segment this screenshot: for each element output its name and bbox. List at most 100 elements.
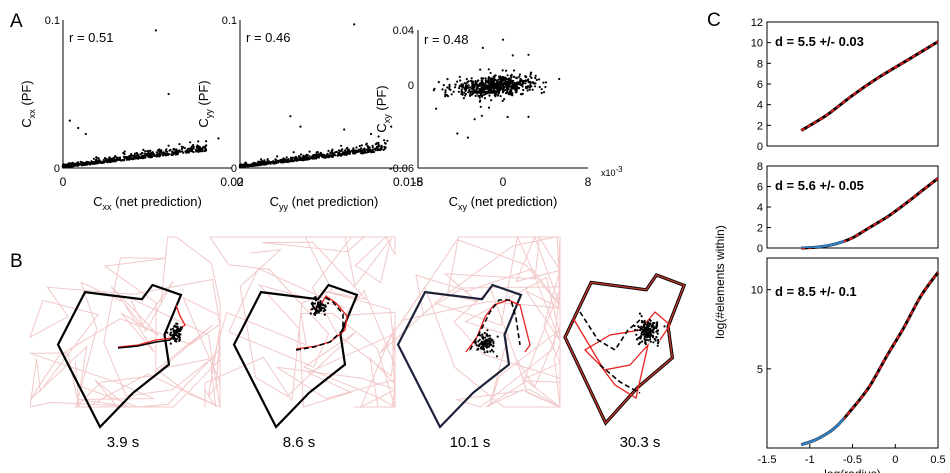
- fit-line: [800, 40, 939, 132]
- data-point: [481, 46, 484, 50]
- data-point: [176, 149, 179, 153]
- data-point: [527, 53, 530, 56]
- data-point: [166, 150, 169, 153]
- label-main: C: [196, 118, 211, 127]
- data-point: [175, 152, 178, 156]
- data-point: [542, 91, 546, 94]
- data-point: [272, 160, 275, 163]
- position-sample: [326, 302, 330, 305]
- data-point: [487, 68, 490, 71]
- data-point: [510, 81, 513, 84]
- position-sample: [647, 339, 650, 342]
- data-point: [343, 153, 346, 156]
- small-scale-fit: [800, 416, 844, 446]
- y-tick-label: -0.06: [389, 163, 414, 175]
- position-sample: [321, 303, 325, 306]
- data-point: [365, 148, 368, 151]
- position-sample: [309, 312, 312, 315]
- data-point: [506, 80, 509, 83]
- position-sample: [641, 320, 644, 324]
- data-point: [343, 128, 346, 131]
- data-point: [511, 54, 514, 57]
- data-point: [503, 85, 506, 88]
- data-point: [369, 132, 373, 136]
- data-point: [317, 156, 320, 159]
- data-point: [308, 155, 311, 158]
- position-sample: [646, 326, 649, 329]
- trajectory-3: [379, 235, 561, 429]
- data-point: [535, 78, 538, 81]
- data-point: [522, 88, 525, 92]
- data-point: [123, 150, 126, 153]
- data-point: [151, 155, 154, 158]
- data-point: [487, 106, 491, 109]
- data-point: [277, 160, 280, 163]
- data-point: [123, 153, 126, 156]
- data-point: [514, 91, 518, 94]
- data-point: [168, 149, 171, 152]
- position-sample: [478, 338, 481, 341]
- data-point: [488, 84, 491, 88]
- data-point: [448, 85, 451, 88]
- data-point: [377, 148, 380, 152]
- data-point: [156, 154, 159, 157]
- data-point: [274, 161, 277, 164]
- position-sample: [483, 351, 486, 354]
- data-point: [109, 160, 112, 163]
- data-point: [199, 149, 202, 152]
- data-point: [189, 141, 192, 144]
- data-point: [449, 88, 452, 91]
- data-point: [151, 152, 154, 155]
- y-tick-label: 10: [751, 38, 763, 50]
- data-point: [508, 81, 511, 84]
- trajectory-1: [29, 236, 221, 429]
- position-sample: [323, 307, 326, 310]
- data-point: [336, 154, 339, 157]
- data-point: [386, 139, 389, 142]
- position-sample: [643, 331, 646, 335]
- panel-b: 3.9 s 8.6 s 10.1 s 30.3 s: [29, 235, 687, 451]
- data-point: [371, 144, 374, 147]
- data-point: [476, 90, 479, 93]
- position-sample: [663, 325, 666, 328]
- data-point: [351, 149, 354, 152]
- data-point: [290, 160, 293, 163]
- position-sample: [489, 337, 492, 340]
- data-point: [450, 93, 453, 96]
- background-trajectory: [379, 235, 561, 409]
- y-tick-label: 6: [757, 79, 763, 91]
- data-point: [490, 83, 493, 86]
- data-point: [501, 80, 504, 83]
- data-point: [519, 93, 523, 96]
- data-point: [195, 148, 198, 151]
- data-point: [474, 94, 477, 97]
- position-sample: [491, 339, 494, 342]
- data-point: [527, 115, 530, 118]
- data-point: [482, 77, 485, 80]
- position-sample: [649, 340, 652, 343]
- data-point: [529, 71, 533, 74]
- position-sample: [171, 327, 174, 330]
- data-point: [509, 88, 513, 92]
- correlation-annotation: r = 0.46: [246, 30, 290, 45]
- data-point: [505, 86, 509, 89]
- data-point: [502, 79, 506, 82]
- position-sample: [176, 327, 179, 330]
- data-point: [510, 75, 513, 79]
- data-point: [306, 154, 309, 157]
- data-point: [377, 135, 380, 138]
- data-point: [337, 149, 341, 152]
- data-point: [487, 81, 490, 84]
- label-rest: (net prediction): [288, 194, 378, 209]
- data-point: [479, 105, 482, 108]
- position-sample: [324, 305, 327, 308]
- data-point: [282, 157, 285, 160]
- data-point: [383, 141, 387, 145]
- data-point: [263, 159, 266, 162]
- data-point: [183, 147, 186, 150]
- position-sample: [645, 338, 648, 341]
- data-point: [544, 81, 548, 84]
- data-point: [266, 158, 269, 161]
- data-point: [181, 150, 184, 153]
- data-point: [282, 161, 286, 164]
